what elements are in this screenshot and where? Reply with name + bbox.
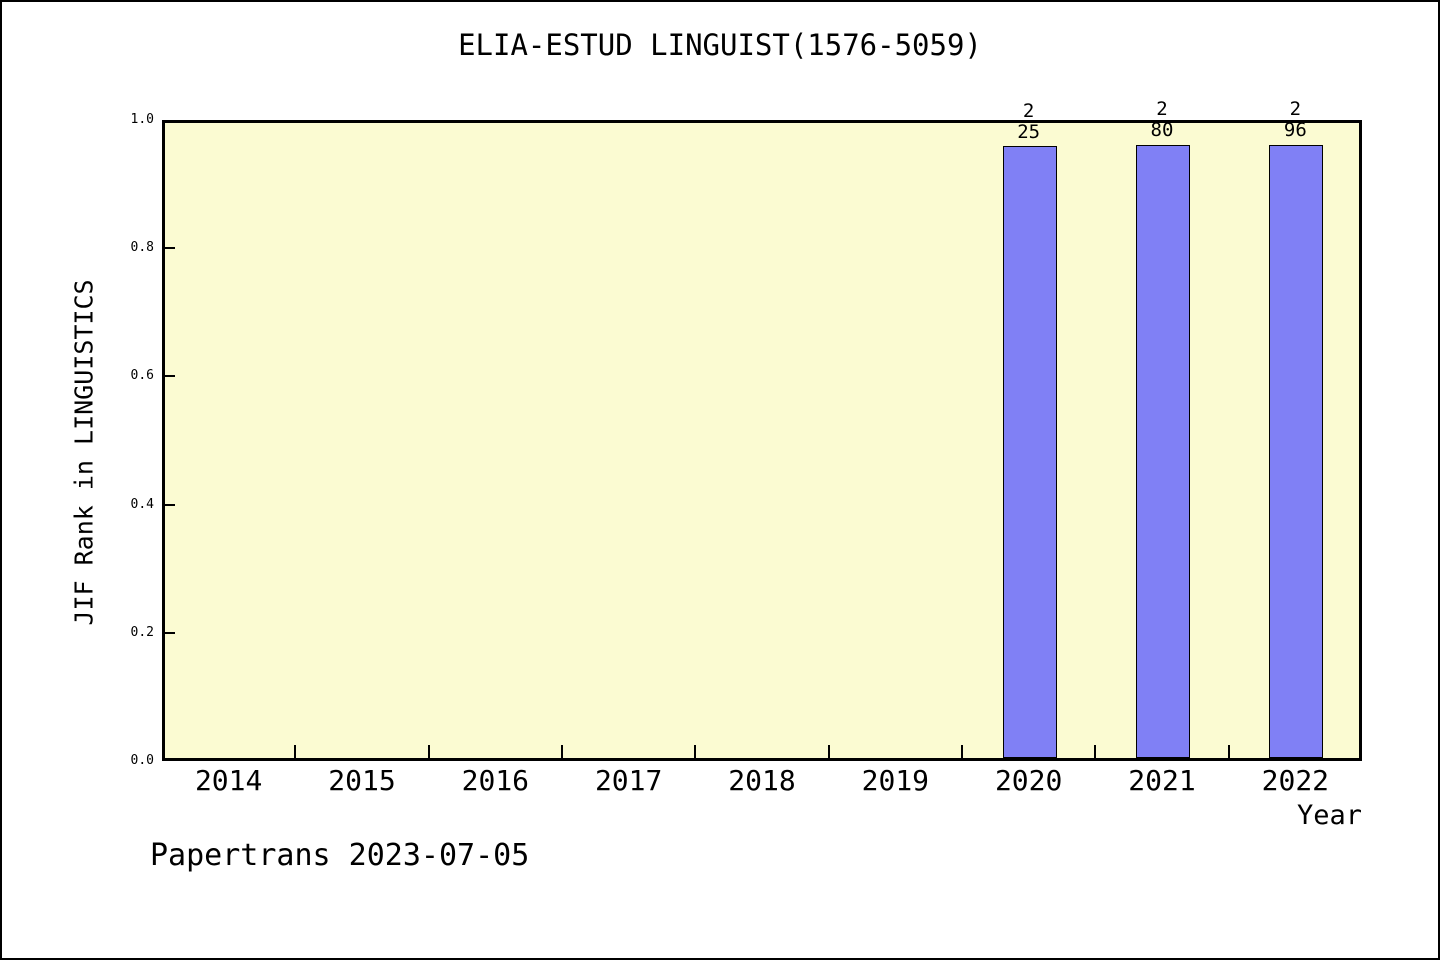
bar-rank-annotation: 2 96 bbox=[1283, 98, 1307, 142]
chart-title: ELIA-ESTUD LINGUIST(1576-5059) bbox=[458, 28, 982, 62]
y-tick-label: 0.4 bbox=[130, 496, 154, 512]
x-tick-mark bbox=[1094, 745, 1097, 758]
bar-rank-annotation: 2 80 bbox=[1150, 97, 1174, 141]
x-axis-label: Year bbox=[1296, 800, 1362, 831]
x-tick-label: 2020 bbox=[994, 764, 1063, 797]
bar-rank-annotation: 2 25 bbox=[1017, 99, 1041, 143]
y-tick-mark bbox=[165, 631, 175, 634]
y-tick-label: 0.2 bbox=[130, 624, 154, 640]
plot-area bbox=[162, 120, 1362, 761]
x-tick-mark bbox=[561, 745, 563, 758]
x-tick-mark bbox=[427, 745, 430, 758]
bar bbox=[1136, 145, 1190, 758]
bar bbox=[1268, 145, 1323, 758]
x-tick-mark bbox=[694, 745, 697, 758]
y-tick-mark bbox=[165, 503, 175, 506]
x-tick-label: 2015 bbox=[328, 764, 396, 797]
x-tick-label: 2022 bbox=[1261, 764, 1330, 797]
x-tick-label: 2018 bbox=[728, 764, 796, 797]
y-tick-label: 0.8 bbox=[130, 240, 154, 256]
x-tick-label: 2017 bbox=[594, 764, 663, 797]
y-tick-mark bbox=[165, 247, 175, 250]
x-tick-mark bbox=[961, 745, 963, 758]
x-tick-mark bbox=[294, 745, 297, 758]
y-tick-label: 0.6 bbox=[130, 368, 154, 384]
x-tick-mark bbox=[827, 745, 830, 758]
y-tick-label: 0.0 bbox=[130, 753, 154, 768]
x-tick-label: 2016 bbox=[461, 764, 530, 797]
y-tick-label: 1.0 bbox=[130, 112, 154, 127]
y-axis-label: JIF Rank in LINGUISTICS bbox=[69, 279, 99, 626]
x-tick-label: 2021 bbox=[1128, 764, 1196, 797]
bar bbox=[1003, 146, 1058, 758]
footer-watermark: Papertrans 2023-07-05 bbox=[150, 838, 530, 873]
x-tick-mark bbox=[1227, 745, 1230, 758]
y-tick-mark bbox=[165, 375, 175, 378]
x-tick-label: 2019 bbox=[861, 764, 930, 797]
x-tick-label: 2014 bbox=[194, 764, 263, 797]
